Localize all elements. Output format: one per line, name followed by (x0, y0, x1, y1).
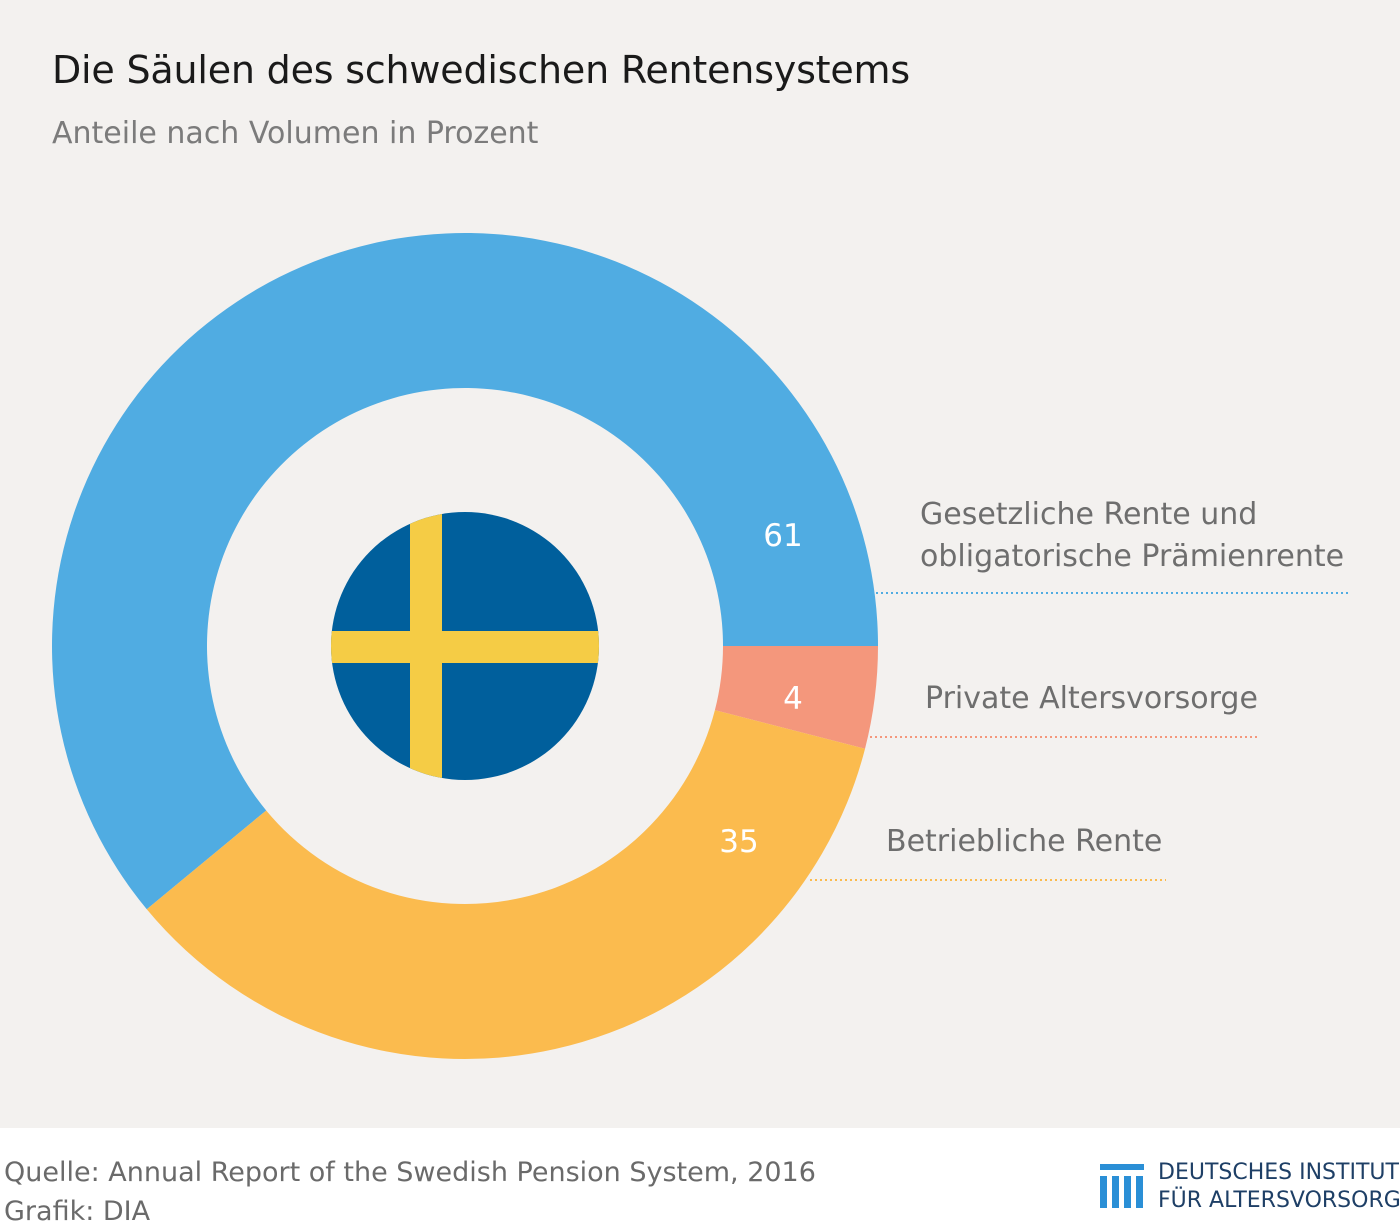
institute-columns-icon (1100, 1164, 1144, 1208)
slice-category-label: Betriebliche Rente (886, 824, 1162, 859)
logo-line-1: DEUTSCHES INSTITUT (1158, 1160, 1399, 1185)
chart-subtitle: Anteile nach Volumen in Prozent (52, 116, 539, 151)
slice-value-label: 61 (763, 518, 802, 554)
swedish-flag-icon (331, 512, 599, 780)
institute-logo: DEUTSCHES INSTITUT FÜR ALTERSVORSORGE (1100, 1160, 1400, 1220)
chart-title: Die Säulen des schwedischen Rentensystem… (52, 48, 910, 92)
donut-slice (52, 233, 879, 910)
slice-category-label: obligatorische Prämienrente (920, 539, 1344, 574)
donut-chart: 61 Gesetzliche Rente und obligatorische Pr… (52, 233, 1348, 1059)
source-note: Quelle: Annual Report of the Swedish Pen… (4, 1157, 816, 1188)
slice-value-label: 35 (719, 824, 758, 860)
logo-line-2: FÜR ALTERSVORSORGE (1158, 1188, 1400, 1213)
donut-slice (714, 646, 878, 749)
donut-slice (146, 710, 866, 1059)
slice-value-label: 4 (783, 681, 803, 717)
slice-category-label: Private Altersvorsorge (925, 681, 1258, 716)
slice-category-label: Gesetzliche Rente und (920, 497, 1257, 532)
credit-note: Grafik: DIA (4, 1196, 151, 1227)
